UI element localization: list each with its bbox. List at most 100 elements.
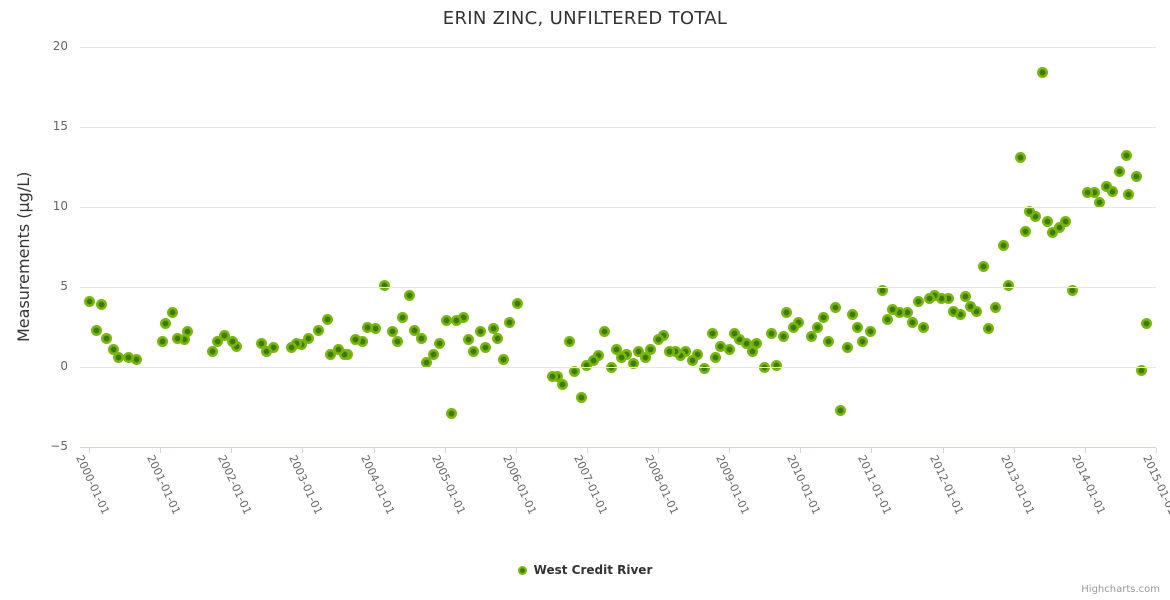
- data-point[interactable]: [427, 348, 439, 360]
- data-point[interactable]: [781, 307, 793, 319]
- data-point[interactable]: [652, 334, 664, 346]
- data-point[interactable]: [633, 345, 645, 357]
- data-point[interactable]: [1041, 215, 1053, 227]
- data-point[interactable]: [356, 335, 368, 347]
- data-point[interactable]: [948, 305, 960, 317]
- data-point[interactable]: [391, 335, 403, 347]
- data-point[interactable]: [503, 316, 515, 328]
- data-point[interactable]: [964, 300, 976, 312]
- data-point[interactable]: [811, 321, 823, 333]
- data-point[interactable]: [687, 355, 699, 367]
- data-point[interactable]: [1002, 279, 1014, 291]
- data-point[interactable]: [575, 391, 587, 403]
- data-point[interactable]: [219, 329, 231, 341]
- data-point[interactable]: [680, 345, 692, 357]
- data-point[interactable]: [1107, 185, 1119, 197]
- data-point[interactable]: [166, 307, 178, 319]
- data-point[interactable]: [1113, 166, 1125, 178]
- data-point[interactable]: [805, 331, 817, 343]
- data-point[interactable]: [893, 307, 905, 319]
- data-point[interactable]: [751, 337, 763, 349]
- data-point[interactable]: [1136, 364, 1148, 376]
- data-point[interactable]: [156, 335, 168, 347]
- data-point[interactable]: [983, 323, 995, 335]
- data-point[interactable]: [420, 356, 432, 368]
- data-point[interactable]: [433, 337, 445, 349]
- data-point[interactable]: [857, 335, 869, 347]
- data-point[interactable]: [923, 292, 935, 304]
- data-point[interactable]: [954, 308, 966, 320]
- data-point[interactable]: [882, 313, 894, 325]
- data-point[interactable]: [959, 291, 971, 303]
- data-point[interactable]: [841, 342, 853, 354]
- data-point[interactable]: [491, 332, 503, 344]
- data-point[interactable]: [740, 337, 752, 349]
- data-point[interactable]: [267, 342, 279, 354]
- data-point[interactable]: [847, 308, 859, 320]
- data-point[interactable]: [285, 342, 297, 354]
- data-point[interactable]: [621, 348, 633, 360]
- data-point[interactable]: [96, 299, 108, 311]
- data-point[interactable]: [230, 340, 242, 352]
- data-point[interactable]: [415, 332, 427, 344]
- data-point[interactable]: [487, 323, 499, 335]
- data-point[interactable]: [302, 332, 314, 344]
- data-point[interactable]: [1067, 284, 1079, 296]
- data-point[interactable]: [765, 327, 777, 339]
- data-point[interactable]: [1029, 211, 1041, 223]
- data-point[interactable]: [1130, 171, 1142, 183]
- data-point[interactable]: [818, 311, 830, 323]
- data-point[interactable]: [1060, 215, 1072, 227]
- data-point[interactable]: [587, 355, 599, 367]
- data-point[interactable]: [592, 350, 604, 362]
- data-point[interactable]: [1053, 222, 1065, 234]
- data-point[interactable]: [793, 316, 805, 328]
- data-point[interactable]: [1121, 150, 1133, 162]
- data-point[interactable]: [639, 351, 651, 363]
- data-point[interactable]: [598, 326, 610, 338]
- data-point[interactable]: [313, 324, 325, 336]
- data-point[interactable]: [178, 334, 190, 346]
- data-point[interactable]: [108, 343, 120, 355]
- data-point[interactable]: [1047, 227, 1059, 239]
- data-point[interactable]: [1019, 225, 1031, 237]
- data-point[interactable]: [445, 407, 457, 419]
- data-point[interactable]: [663, 345, 675, 357]
- data-point[interactable]: [182, 326, 194, 338]
- data-point[interactable]: [615, 351, 627, 363]
- data-point[interactable]: [386, 326, 398, 338]
- data-point[interactable]: [101, 332, 113, 344]
- data-point[interactable]: [580, 359, 592, 371]
- data-point[interactable]: [1141, 318, 1153, 330]
- data-point[interactable]: [852, 321, 864, 333]
- data-point[interactable]: [698, 363, 710, 375]
- data-point[interactable]: [172, 332, 184, 344]
- data-point[interactable]: [1082, 187, 1094, 199]
- data-point[interactable]: [1101, 180, 1113, 192]
- data-point[interactable]: [462, 334, 474, 346]
- data-point[interactable]: [835, 404, 847, 416]
- data-point[interactable]: [441, 315, 453, 327]
- data-point[interactable]: [370, 323, 382, 335]
- data-point[interactable]: [777, 331, 789, 343]
- data-point[interactable]: [770, 359, 782, 371]
- data-point[interactable]: [457, 311, 469, 323]
- data-point[interactable]: [929, 289, 941, 301]
- data-point[interactable]: [403, 289, 415, 301]
- data-point[interactable]: [724, 343, 736, 355]
- highcharts-credits-link[interactable]: Highcharts.com: [1081, 584, 1160, 595]
- data-point[interactable]: [669, 345, 681, 357]
- data-point[interactable]: [715, 340, 727, 352]
- data-point[interactable]: [912, 295, 924, 307]
- data-point[interactable]: [645, 343, 657, 355]
- data-point[interactable]: [1089, 187, 1101, 199]
- data-point[interactable]: [362, 321, 374, 333]
- data-point[interactable]: [658, 329, 670, 341]
- data-point[interactable]: [710, 351, 722, 363]
- data-point[interactable]: [734, 334, 746, 346]
- data-point[interactable]: [123, 351, 135, 363]
- data-point[interactable]: [917, 321, 929, 333]
- data-point[interactable]: [256, 337, 268, 349]
- data-point[interactable]: [379, 279, 391, 291]
- data-point[interactable]: [942, 292, 954, 304]
